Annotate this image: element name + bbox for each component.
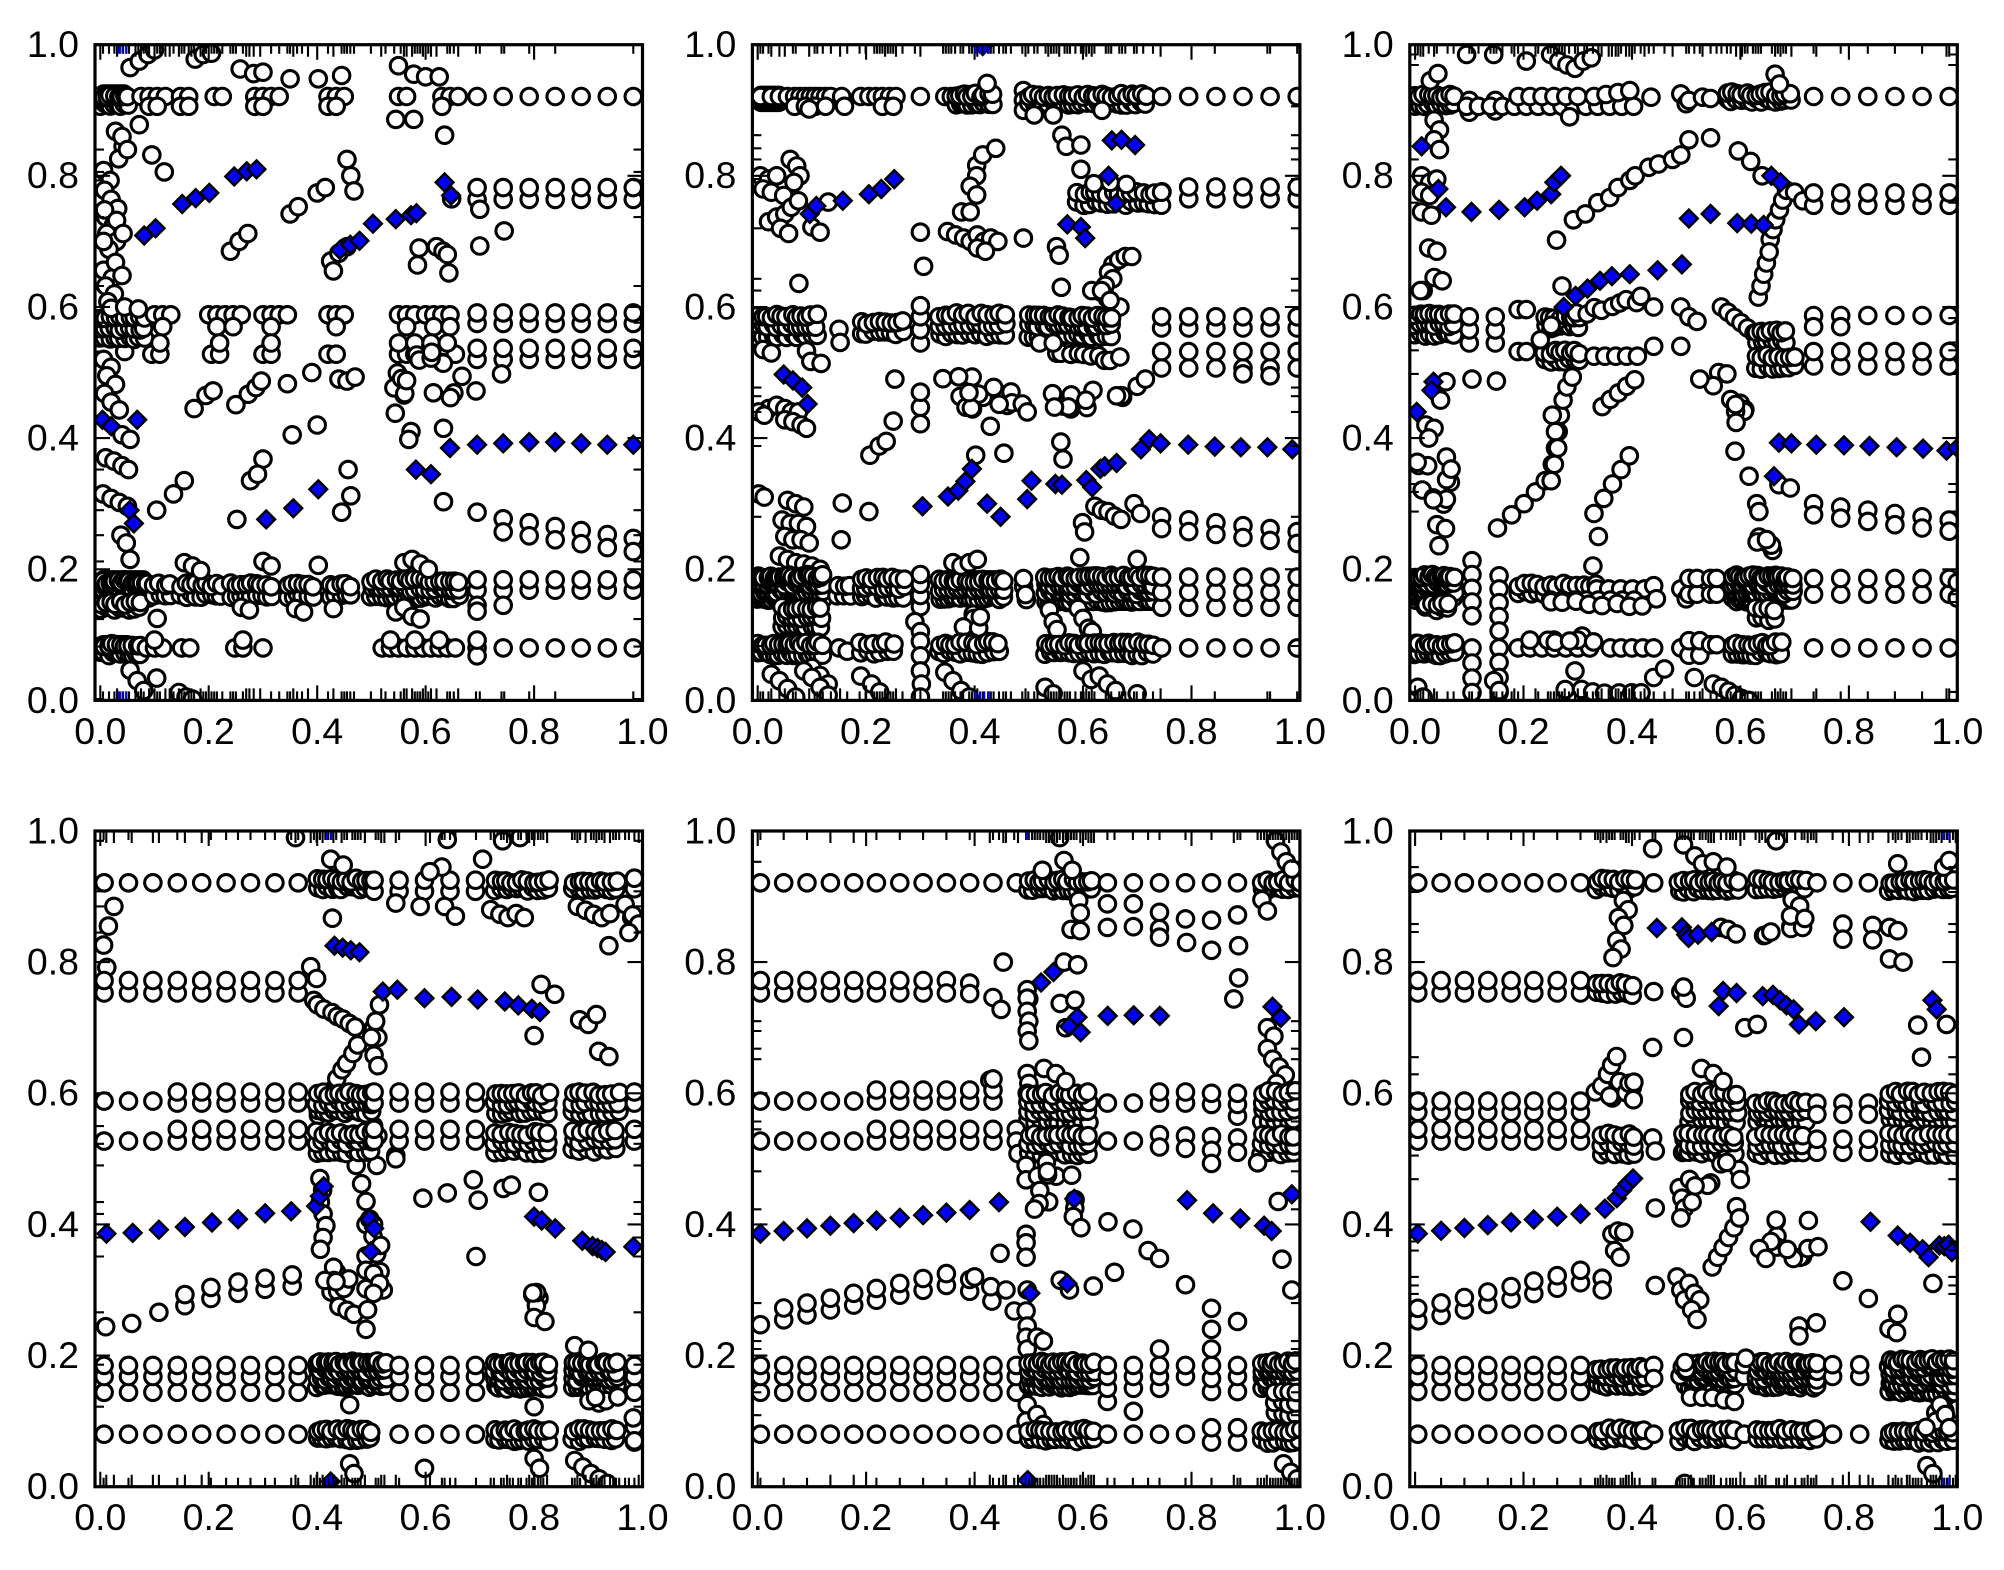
svg-text:0.0: 0.0: [684, 679, 736, 721]
svg-text:0.6: 0.6: [684, 1072, 736, 1114]
svg-text:0.4: 0.4: [27, 417, 79, 459]
svg-text:1.0: 1.0: [1274, 1496, 1326, 1538]
svg-text:0.0: 0.0: [27, 1465, 79, 1507]
svg-text:0.0: 0.0: [74, 1496, 126, 1538]
svg-text:1.0: 1.0: [1274, 710, 1326, 752]
svg-text:0.6: 0.6: [27, 1072, 79, 1114]
svg-text:0.6: 0.6: [1057, 1496, 1109, 1538]
svg-text:0.8: 0.8: [508, 710, 560, 752]
svg-text:0.4: 0.4: [291, 710, 343, 752]
svg-text:0.0: 0.0: [1389, 710, 1441, 752]
svg-text:0.2: 0.2: [27, 548, 79, 590]
svg-text:0.2: 0.2: [684, 548, 736, 590]
svg-text:0.0: 0.0: [1342, 1465, 1394, 1507]
svg-text:1.0: 1.0: [1931, 1496, 1983, 1538]
svg-text:1.0: 1.0: [1931, 710, 1983, 752]
svg-text:0.8: 0.8: [1165, 1496, 1217, 1538]
svg-text:0.4: 0.4: [1342, 1203, 1394, 1245]
svg-text:0.0: 0.0: [27, 679, 79, 721]
svg-text:0.0: 0.0: [732, 710, 784, 752]
svg-text:0.8: 0.8: [684, 154, 736, 196]
svg-text:1.0: 1.0: [27, 23, 79, 65]
svg-text:0.2: 0.2: [183, 1496, 235, 1538]
svg-text:0.8: 0.8: [1823, 710, 1875, 752]
svg-text:1.0: 1.0: [1342, 809, 1394, 851]
svg-text:0.8: 0.8: [1342, 154, 1394, 196]
svg-text:0.4: 0.4: [949, 1496, 1001, 1538]
svg-text:0.8: 0.8: [27, 154, 79, 196]
svg-text:0.6: 0.6: [1342, 285, 1394, 327]
svg-text:0.0: 0.0: [684, 1465, 736, 1507]
svg-text:0.4: 0.4: [684, 1203, 736, 1245]
svg-text:0.4: 0.4: [684, 417, 736, 459]
svg-text:0.2: 0.2: [840, 1496, 892, 1538]
svg-text:0.2: 0.2: [1497, 710, 1549, 752]
svg-text:0.6: 0.6: [1057, 710, 1109, 752]
svg-text:0.8: 0.8: [1342, 941, 1394, 983]
svg-text:0.2: 0.2: [1342, 548, 1394, 590]
svg-text:0.2: 0.2: [1342, 1334, 1394, 1376]
svg-text:0.4: 0.4: [1342, 417, 1394, 459]
svg-text:0.4: 0.4: [949, 710, 1001, 752]
svg-text:0.8: 0.8: [27, 941, 79, 983]
svg-text:1.0: 1.0: [27, 809, 79, 851]
svg-text:0.6: 0.6: [684, 285, 736, 327]
svg-text:0.0: 0.0: [1342, 679, 1394, 721]
svg-text:0.4: 0.4: [1606, 1496, 1658, 1538]
svg-text:0.0: 0.0: [732, 1496, 784, 1538]
svg-text:0.6: 0.6: [400, 1496, 452, 1538]
svg-text:0.8: 0.8: [684, 941, 736, 983]
svg-text:0.6: 0.6: [1342, 1072, 1394, 1114]
svg-text:0.8: 0.8: [1823, 1496, 1875, 1538]
svg-text:0.4: 0.4: [291, 1496, 343, 1538]
svg-text:0.2: 0.2: [1497, 1496, 1549, 1538]
svg-text:0.2: 0.2: [183, 710, 235, 752]
svg-text:0.6: 0.6: [1714, 1496, 1766, 1538]
svg-text:0.6: 0.6: [400, 710, 452, 752]
svg-text:0.6: 0.6: [1714, 710, 1766, 752]
svg-text:0.0: 0.0: [1389, 1496, 1441, 1538]
svg-text:0.8: 0.8: [1165, 710, 1217, 752]
svg-text:0.2: 0.2: [27, 1334, 79, 1376]
svg-text:0.2: 0.2: [684, 1334, 736, 1376]
svg-text:1.0: 1.0: [1342, 23, 1394, 65]
svg-text:1.0: 1.0: [684, 809, 736, 851]
svg-text:0.2: 0.2: [840, 710, 892, 752]
svg-text:0.0: 0.0: [74, 710, 126, 752]
svg-text:0.8: 0.8: [508, 1496, 560, 1538]
svg-text:1.0: 1.0: [616, 710, 668, 752]
svg-text:1.0: 1.0: [616, 1496, 668, 1538]
svg-text:0.6: 0.6: [27, 285, 79, 327]
svg-text:0.4: 0.4: [27, 1203, 79, 1245]
svg-text:0.4: 0.4: [1606, 710, 1658, 752]
svg-text:1.0: 1.0: [684, 23, 736, 65]
